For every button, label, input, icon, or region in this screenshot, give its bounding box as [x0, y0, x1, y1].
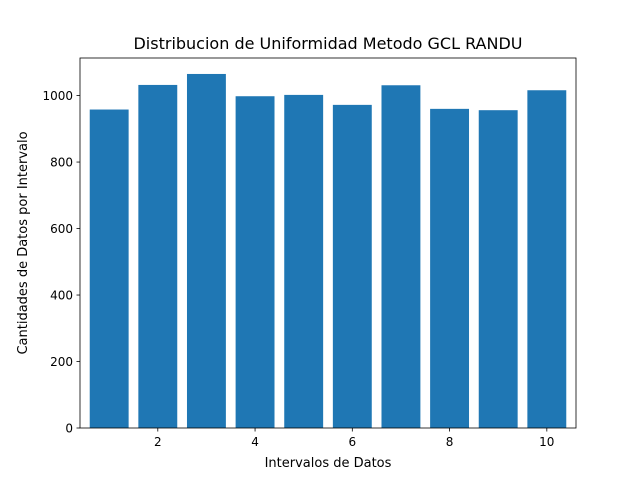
x-tick-label: 4 — [251, 435, 259, 449]
bar-10 — [527, 90, 567, 428]
y-tick-label: 0 — [65, 422, 73, 436]
x-tick-label: 2 — [154, 435, 162, 449]
x-axis-label: Intervalos de Datos — [265, 456, 392, 471]
bar-7 — [381, 85, 421, 428]
y-tick-label: 600 — [50, 222, 73, 236]
bar-3 — [186, 73, 226, 429]
x-tick-label: 6 — [348, 435, 356, 449]
y-tick-label: 200 — [50, 355, 73, 369]
y-tick-label: 800 — [50, 156, 73, 170]
bar-9 — [478, 110, 518, 428]
bars-group — [89, 73, 567, 429]
x-axis: 2 4 6 8 10 — [154, 428, 554, 449]
bar-6 — [332, 104, 372, 429]
bar-1 — [89, 109, 129, 428]
bar-8 — [430, 108, 470, 429]
bar-5 — [284, 94, 324, 429]
x-tick-label: 8 — [446, 435, 454, 449]
y-axis: 0 200 400 600 800 1000 — [42, 89, 80, 436]
y-tick-label: 1000 — [42, 89, 73, 103]
chart-title: Distribucion de Uniformidad Metodo GCL R… — [133, 34, 522, 53]
y-tick-label: 400 — [50, 289, 73, 303]
x-tick-label: 10 — [539, 435, 554, 449]
y-axis-label: Cantidades de Datos por Intervalo — [16, 131, 31, 354]
bar-2 — [138, 84, 178, 429]
plot-frame — [79, 57, 577, 429]
bar-4 — [235, 96, 275, 428]
